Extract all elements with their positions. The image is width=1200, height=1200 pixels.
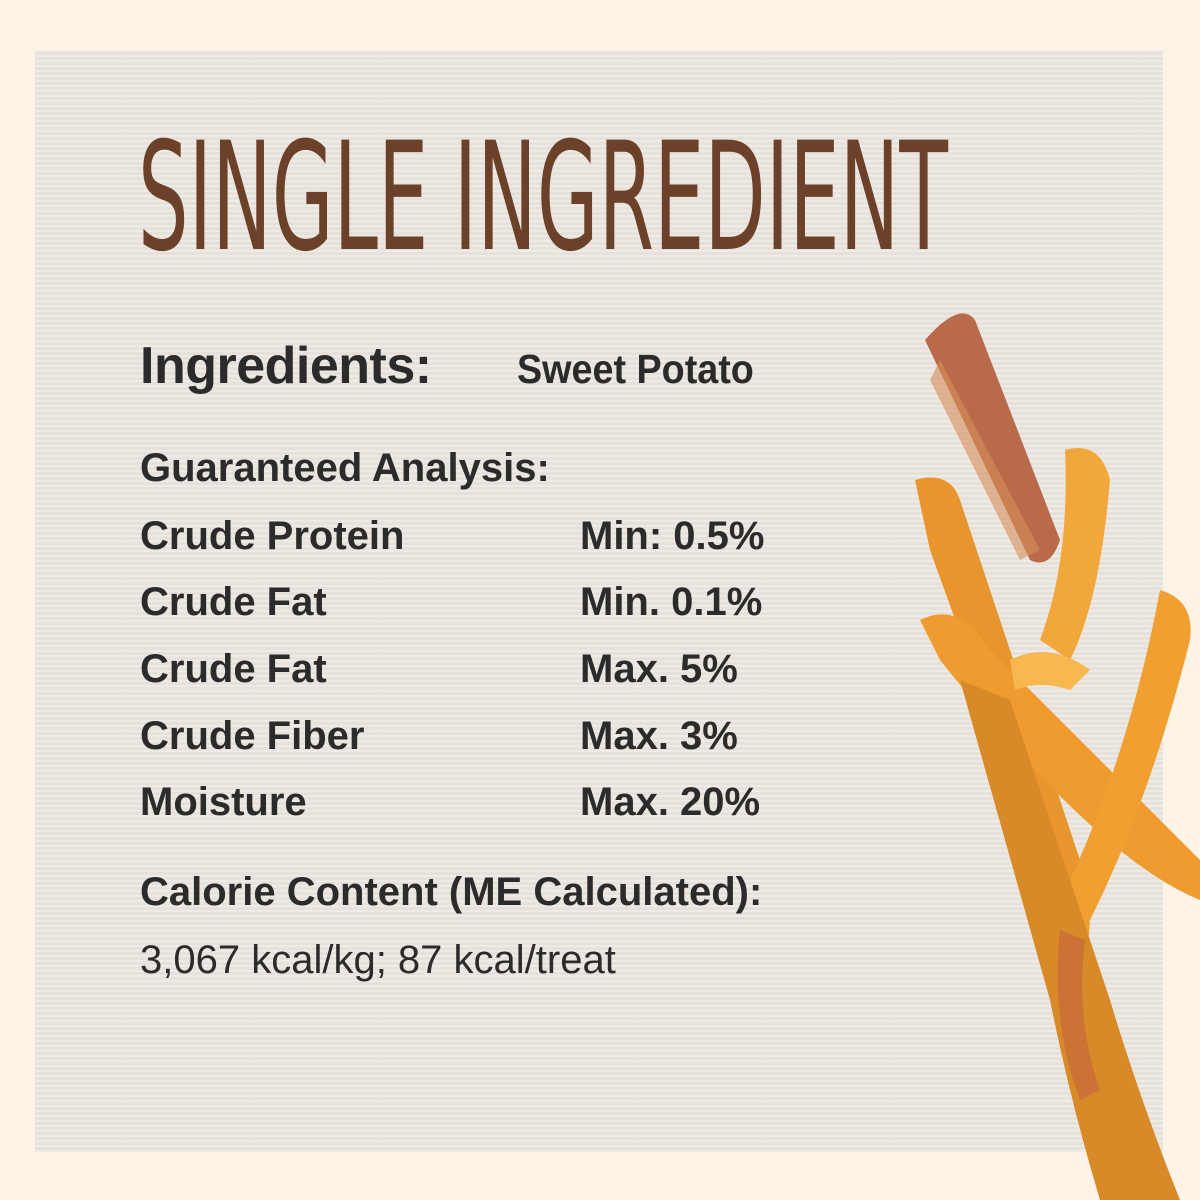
analysis-value: Max. 5% bbox=[580, 647, 738, 691]
calorie-value: 3,067 kcal/kg; 87 kcal/treat bbox=[140, 938, 616, 982]
analysis-label: Crude Fat bbox=[140, 580, 327, 624]
analysis-value: Max. 20% bbox=[580, 780, 761, 824]
analysis-label: Crude Fiber bbox=[140, 714, 365, 758]
analysis-heading: Guaranteed Analysis: bbox=[140, 446, 550, 490]
analysis-label: Crude Fat bbox=[140, 647, 327, 691]
ingredients-value: Sweet Potato bbox=[517, 346, 754, 392]
analysis-label: Crude Protein bbox=[140, 514, 405, 558]
calorie-heading: Calorie Content (ME Calculated): bbox=[140, 870, 763, 914]
analysis-label: Moisture bbox=[140, 780, 307, 824]
analysis-value: Min: 0.5% bbox=[580, 514, 765, 558]
sweet-potato-treats-image bbox=[915, 313, 1200, 1200]
title-heading: SINGLE INGREDIENT bbox=[138, 125, 949, 260]
title-text: SINGLE INGREDIENT bbox=[138, 125, 949, 260]
analysis-value: Max. 3% bbox=[580, 714, 738, 758]
analysis-value: Min. 0.1% bbox=[580, 580, 763, 624]
ingredients-label: Ingredients: bbox=[140, 337, 432, 395]
